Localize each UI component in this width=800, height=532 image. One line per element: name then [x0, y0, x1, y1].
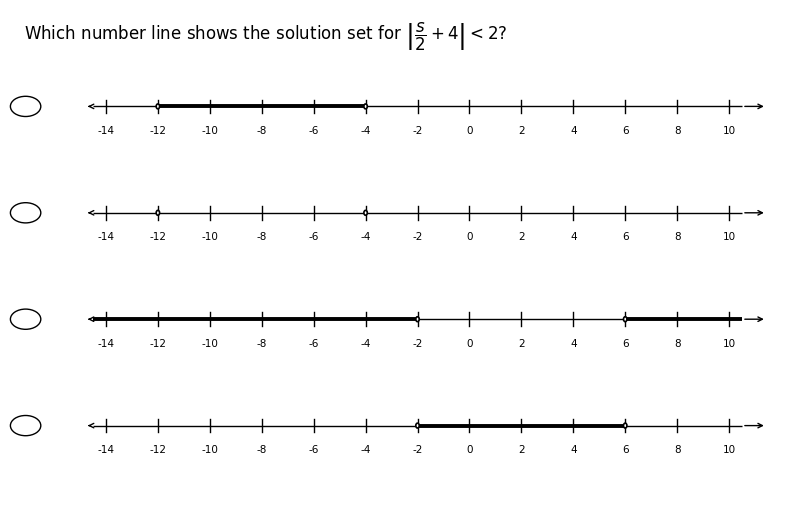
Text: -2: -2: [412, 126, 422, 136]
Text: -14: -14: [98, 232, 114, 242]
Text: -6: -6: [309, 126, 319, 136]
Text: -2: -2: [412, 232, 422, 242]
Text: -4: -4: [360, 232, 370, 242]
Text: -14: -14: [98, 126, 114, 136]
Text: -12: -12: [150, 445, 166, 455]
Text: -12: -12: [150, 126, 166, 136]
Text: -4: -4: [360, 126, 370, 136]
Text: 6: 6: [622, 445, 629, 455]
Text: 8: 8: [674, 338, 681, 348]
Text: 2: 2: [518, 126, 525, 136]
Text: 2: 2: [518, 338, 525, 348]
Text: -10: -10: [202, 445, 218, 455]
Text: 10: 10: [722, 445, 736, 455]
Text: -10: -10: [202, 126, 218, 136]
Text: 0: 0: [466, 338, 473, 348]
Text: -6: -6: [309, 445, 319, 455]
Text: -14: -14: [98, 445, 114, 455]
Text: 8: 8: [674, 445, 681, 455]
Text: -2: -2: [412, 338, 422, 348]
Text: -6: -6: [309, 338, 319, 348]
Text: 4: 4: [570, 126, 577, 136]
Text: -4: -4: [360, 338, 370, 348]
Circle shape: [156, 210, 159, 215]
Text: -8: -8: [257, 126, 267, 136]
Text: -8: -8: [257, 232, 267, 242]
Text: -8: -8: [257, 445, 267, 455]
Text: 6: 6: [622, 126, 629, 136]
Circle shape: [416, 317, 419, 322]
Circle shape: [623, 317, 627, 322]
Text: -12: -12: [150, 232, 166, 242]
Text: -6: -6: [309, 232, 319, 242]
Text: 10: 10: [722, 338, 736, 348]
Text: -8: -8: [257, 338, 267, 348]
Circle shape: [156, 104, 159, 109]
Circle shape: [364, 104, 367, 109]
Text: 6: 6: [622, 338, 629, 348]
Text: 4: 4: [570, 445, 577, 455]
Text: 10: 10: [722, 232, 736, 242]
Text: -12: -12: [150, 338, 166, 348]
Text: 2: 2: [518, 445, 525, 455]
Text: 0: 0: [466, 445, 473, 455]
Text: 0: 0: [466, 232, 473, 242]
Text: 10: 10: [722, 126, 736, 136]
Text: 6: 6: [622, 232, 629, 242]
Text: Which number line shows the solution set for $\left|\dfrac{s}{2}+4\right| < 2$?: Which number line shows the solution set…: [24, 21, 507, 54]
Text: -10: -10: [202, 338, 218, 348]
Text: 2: 2: [518, 232, 525, 242]
Text: 8: 8: [674, 232, 681, 242]
Text: -4: -4: [360, 445, 370, 455]
Text: -2: -2: [412, 445, 422, 455]
Text: -14: -14: [98, 338, 114, 348]
Text: -10: -10: [202, 232, 218, 242]
Text: 0: 0: [466, 126, 473, 136]
Text: 4: 4: [570, 338, 577, 348]
Circle shape: [364, 210, 367, 215]
Text: 8: 8: [674, 126, 681, 136]
Circle shape: [623, 423, 627, 428]
Circle shape: [416, 423, 419, 428]
Text: 4: 4: [570, 232, 577, 242]
